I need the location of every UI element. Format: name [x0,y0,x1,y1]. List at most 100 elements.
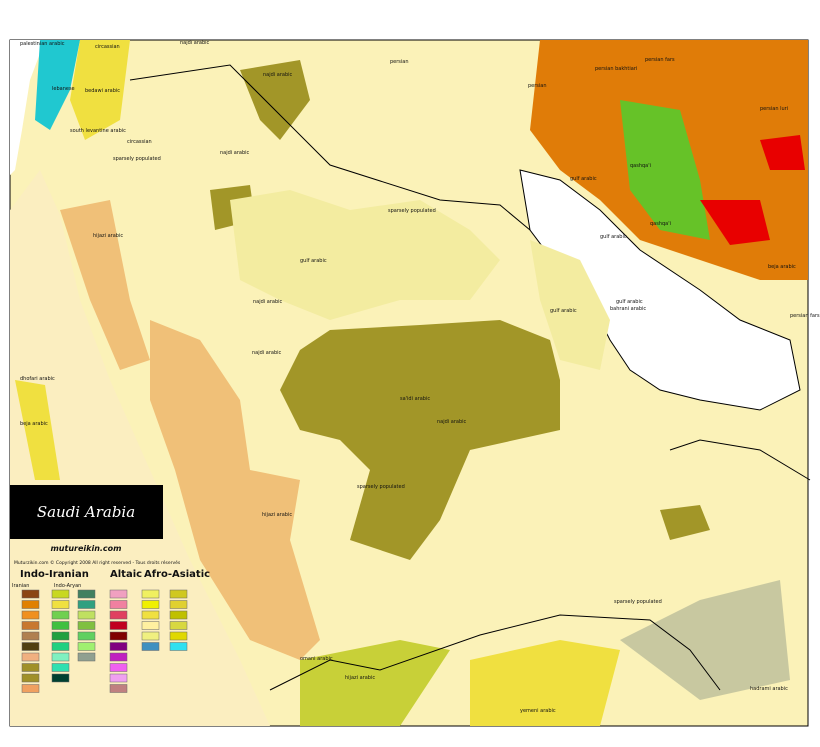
legend-swatch [77,631,96,641]
legend-swatch [169,642,188,651]
gulf-arabic [230,190,500,320]
legend-swatch [51,652,70,662]
legend-swatch [51,589,70,599]
red-region-2 [760,135,805,170]
map-label: najdi arabic [180,40,210,46]
map-label: persian luri [760,106,788,112]
legend-group: Altaic [110,569,142,580]
legend: Indo-Iranian Altaic Afro-Asiatic Iranian Ind… [12,569,210,693]
map-label: najdi arabic [437,419,467,425]
legend-swatch [109,652,128,662]
najdi-central [280,320,560,560]
legend-swatch [141,600,160,609]
map-label: sparsely populated [388,208,436,214]
border-east [669,439,811,481]
bedawi [70,40,130,140]
beja [15,380,60,480]
legend-swatch [109,610,128,620]
map-label: gulf arabic [300,258,327,264]
map-label: persian fars [645,57,675,63]
map-label: qashqa'i [630,163,651,169]
legend-swatch [109,589,128,599]
legend-swatch [141,589,160,599]
map-label: persian bakhtiari [595,66,637,72]
map-label: sparsely populated [357,484,405,490]
map-label: gulf arabic [616,299,643,305]
map-label: persian [390,59,409,65]
map-label: dhofari arabic [20,376,55,382]
legend-swatch [77,642,96,651]
map-label: hijazi arabic [345,675,375,681]
gulf-coast [530,240,610,370]
legend-swatch [77,610,96,620]
legend-swatch [51,663,70,672]
map-label: persian fars [790,313,820,319]
map-label: persian [528,83,547,89]
legend-swatch [77,589,96,599]
legend-swatch [141,610,160,620]
legend-swatch [169,621,188,630]
najdi-east [660,505,710,540]
legend-group: Indo-Iranian [20,569,89,580]
lebanon [35,40,80,130]
legend-swatch [21,652,40,662]
hadrami [470,640,620,726]
legend-swatch [77,621,96,630]
legend-swatch [169,589,188,599]
legend-group: Afro-Asiatic [144,569,210,580]
legend-swatch [109,600,128,609]
najdi-north [240,60,310,140]
dhofar [620,580,790,700]
qashqai [620,100,710,240]
map-label: hadrami arabic [750,686,788,692]
legend-swatch [109,631,128,641]
legend-swatch [21,663,40,672]
labels: palestinian arabic circassian najdi arabic… [20,40,820,714]
legend-swatch [109,673,128,683]
legend-swatch [51,631,70,641]
legend-swatch [21,631,40,641]
title-box [10,485,163,539]
legend-swatch [51,642,70,651]
map-label: circassian [127,139,152,145]
legend-swatch [141,621,160,630]
hijazi-south [150,320,320,660]
legend-swatch [109,663,128,672]
legend-swatch [21,684,40,693]
map-label: circassian [95,44,120,50]
legend-swatch [109,684,128,693]
legend-swatch [21,642,40,651]
legend-subgroup: Indo-Aryan [54,583,81,589]
map-label: sparsely populated [113,156,161,162]
legend-swatch [141,642,160,651]
legend-swatch [109,642,128,651]
legend-swatch [77,600,96,609]
map-label: sa'idi arabic [400,396,430,402]
map-label: hijazi arabic [262,512,292,518]
map-label: gulf arabic [550,308,577,314]
legend-swatch [21,600,40,609]
map-label: najdi arabic [252,350,282,356]
legend-swatch [141,631,160,641]
map-label: lebanese [52,86,75,92]
map-label: south levantine arabic [70,128,126,134]
legend-swatch [51,673,70,683]
legend-swatch [169,610,188,620]
border-south [269,614,721,691]
map-label: beja arabic [20,421,48,427]
map-label: najdi arabic [253,299,283,305]
map-label: qashqa'i [650,221,671,227]
map-label: gulf arabic [600,234,627,240]
legend-swatch [51,610,70,620]
legend-swatch [51,600,70,609]
map-label: omani arabic [300,656,333,662]
legend-swatch [169,600,188,609]
red-sea [10,170,270,726]
map-label: najdi arabic [263,72,293,78]
border [129,64,531,231]
map-label: beja arabic [768,264,796,270]
mediterranean [10,40,45,175]
red-region [700,200,770,245]
legend-swatch [21,621,40,630]
legend-swatch [77,652,96,662]
